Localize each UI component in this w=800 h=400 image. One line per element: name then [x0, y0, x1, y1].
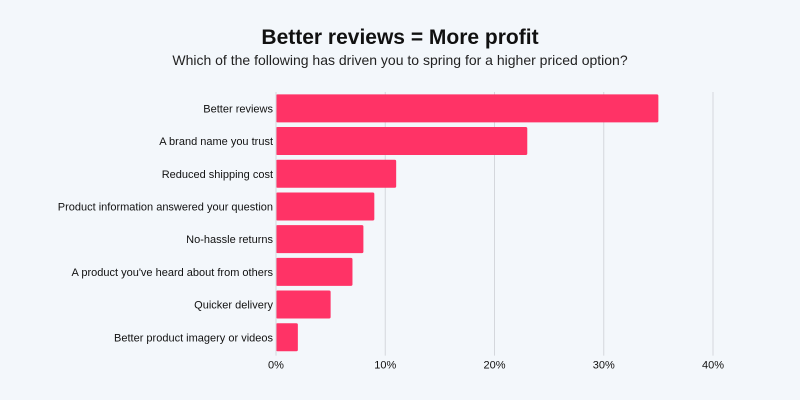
bar [276, 192, 375, 221]
bar [276, 94, 659, 123]
chart-subtitle: Which of the following has driven you to… [172, 52, 628, 68]
category-label: Product information answered your questi… [58, 201, 273, 213]
bar [276, 225, 364, 254]
category-label: Better product imagery or videos [114, 332, 273, 344]
chart-title: Better reviews = More profit [261, 26, 539, 49]
x-tick-label: 30% [593, 360, 615, 372]
category-label: Better reviews [203, 103, 273, 115]
x-tick-label: 10% [374, 360, 396, 372]
category-label: No-hassle returns [186, 234, 273, 246]
bar [276, 127, 528, 156]
x-tick-label: 40% [702, 360, 724, 372]
bar [276, 257, 353, 286]
bar [276, 159, 397, 188]
category-label: Reduced shipping cost [162, 169, 273, 181]
category-label: Quicker delivery [194, 300, 273, 312]
category-label: A brand name you trust [159, 136, 273, 148]
category-label: A product you've heard about from others [72, 267, 274, 279]
bar [276, 323, 298, 352]
x-tick-label: 0% [268, 360, 284, 372]
x-tick-label: 20% [483, 360, 505, 372]
bar [276, 290, 331, 319]
